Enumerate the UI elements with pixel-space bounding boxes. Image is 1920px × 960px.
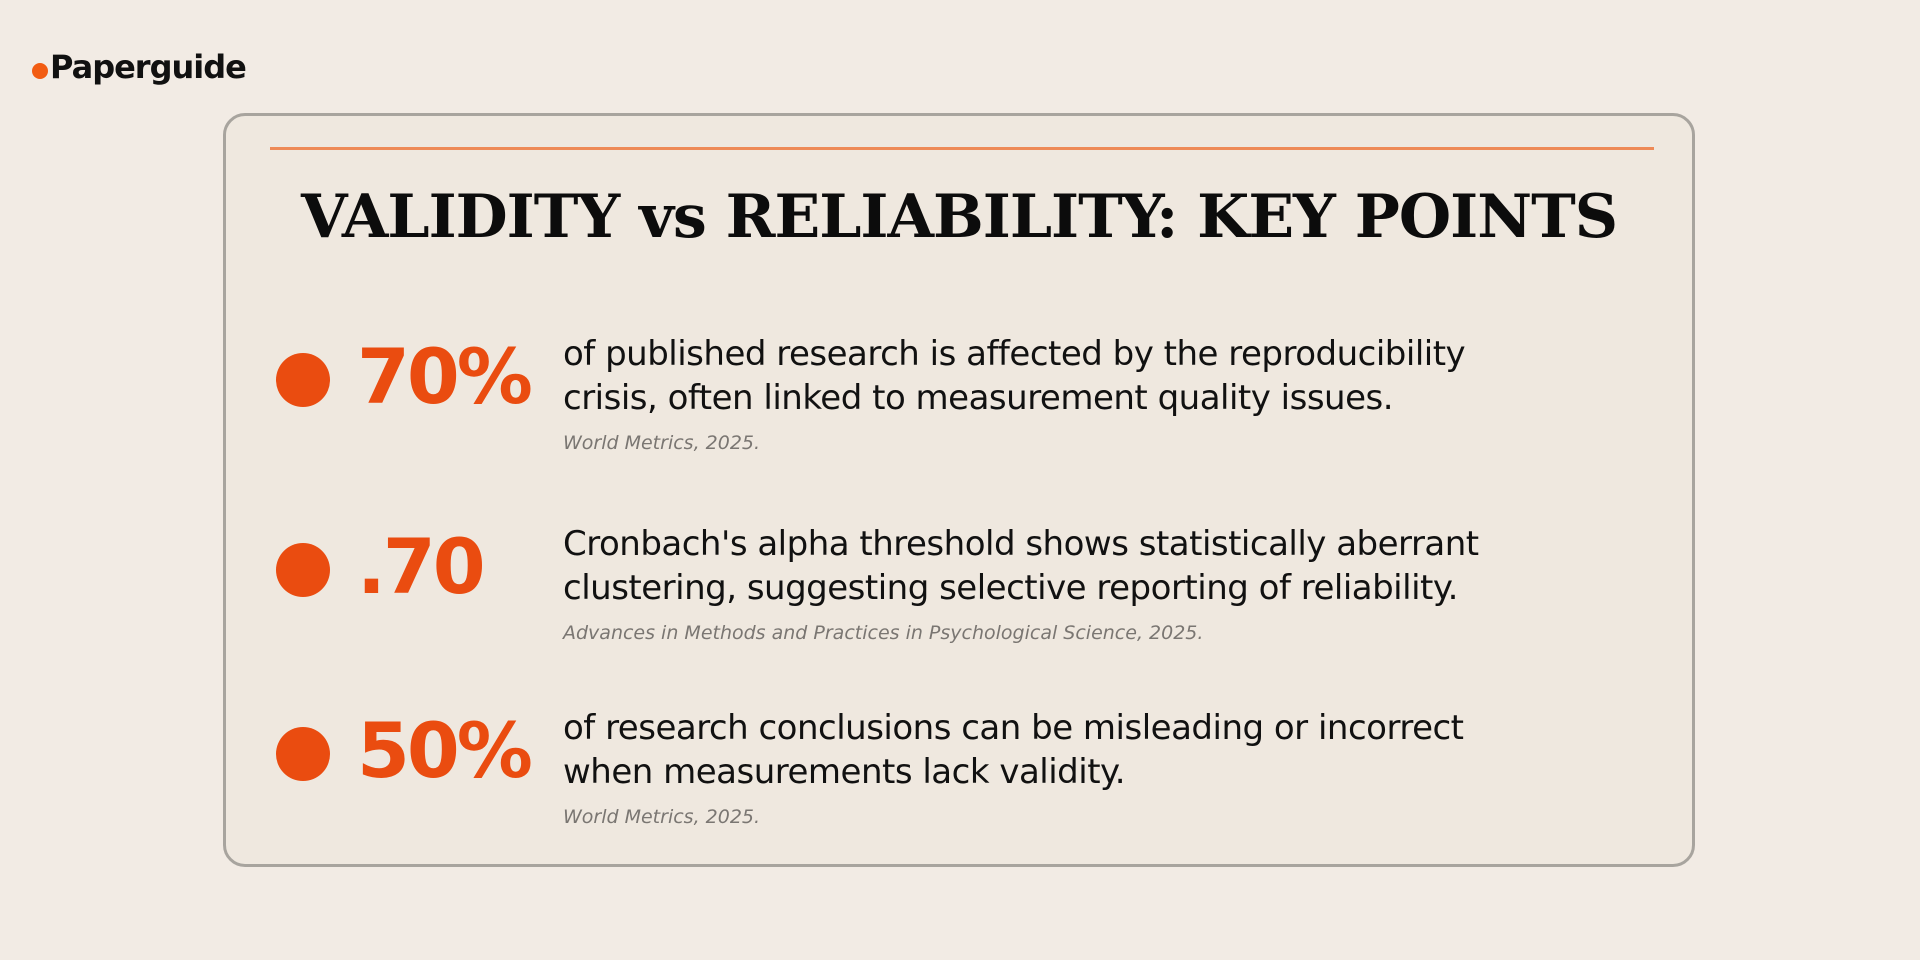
- description-line: of published research is affected by the…: [563, 334, 1466, 374]
- description-line: of research conclusions can be misleadin…: [563, 708, 1464, 748]
- key-points-card: VALIDITY vs RELIABILITY: KEY POINTS 70% …: [223, 113, 1695, 867]
- source-citation: World Metrics, 2025.: [563, 432, 761, 454]
- card-title: VALIDITY vs RELIABILITY: KEY POINTS: [300, 182, 1618, 252]
- stat-value: 70%: [357, 332, 533, 421]
- source-citation: Advances in Methods and Practices in Psy…: [563, 622, 1204, 644]
- description-line: crisis, often linked to measurement qual…: [563, 378, 1394, 418]
- description-line: Cronbach's alpha threshold shows statist…: [563, 524, 1479, 564]
- brand-logo: Paperguide: [32, 48, 247, 86]
- description-line: clustering, suggesting selective reporti…: [563, 568, 1458, 608]
- bullet-dot-icon: [276, 727, 330, 781]
- brand-name: Paperguide: [50, 48, 247, 86]
- point-description: of published research is affected by the…: [563, 332, 1613, 420]
- point-description: of research conclusions can be misleadin…: [563, 706, 1613, 794]
- bullet-dot-icon: [276, 353, 330, 407]
- point-body: Cronbach's alpha threshold shows statist…: [563, 522, 1613, 644]
- point-description: Cronbach's alpha threshold shows statist…: [563, 522, 1613, 610]
- key-point-1: 70% of published research is affected by…: [276, 332, 1613, 454]
- point-body: of research conclusions can be misleadin…: [563, 706, 1613, 828]
- description-line: when measurements lack validity.: [563, 752, 1126, 792]
- brand-dot-icon: [32, 63, 48, 79]
- bullet-dot-icon: [276, 543, 330, 597]
- key-point-2: .70 Cronbach's alpha threshold shows sta…: [276, 522, 1613, 644]
- key-point-3: 50% of research conclusions can be misle…: [276, 706, 1613, 828]
- source-citation: World Metrics, 2025.: [563, 806, 761, 828]
- stat-value: 50%: [357, 706, 533, 795]
- point-body: of published research is affected by the…: [563, 332, 1613, 454]
- accent-divider: [270, 147, 1654, 150]
- stat-value: .70: [357, 522, 486, 611]
